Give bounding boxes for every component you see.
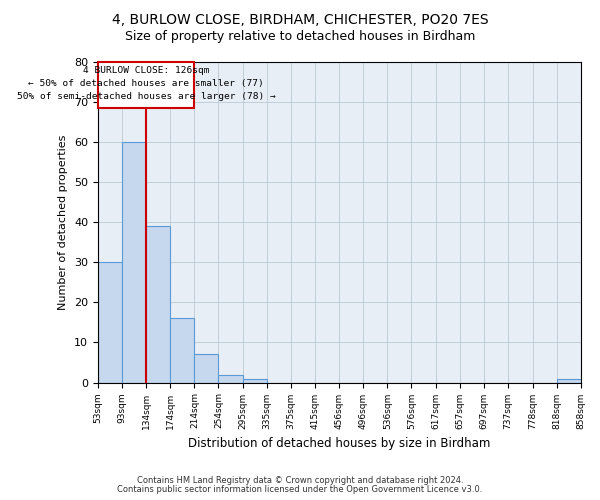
Text: 4 BURLOW CLOSE: 126sqm: 4 BURLOW CLOSE: 126sqm — [83, 66, 209, 75]
Bar — [557, 378, 581, 382]
Bar — [98, 262, 122, 382]
Bar — [146, 226, 170, 382]
Text: 4, BURLOW CLOSE, BIRDHAM, CHICHESTER, PO20 7ES: 4, BURLOW CLOSE, BIRDHAM, CHICHESTER, PO… — [112, 12, 488, 26]
Text: Contains HM Land Registry data © Crown copyright and database right 2024.: Contains HM Land Registry data © Crown c… — [137, 476, 463, 485]
Bar — [122, 142, 146, 382]
X-axis label: Distribution of detached houses by size in Birdham: Distribution of detached houses by size … — [188, 437, 490, 450]
Text: Size of property relative to detached houses in Birdham: Size of property relative to detached ho… — [125, 30, 475, 43]
Bar — [243, 378, 267, 382]
Text: 50% of semi-detached houses are larger (78) →: 50% of semi-detached houses are larger (… — [17, 92, 275, 102]
Bar — [218, 374, 243, 382]
Bar — [194, 354, 218, 382]
Text: ← 50% of detached houses are smaller (77): ← 50% of detached houses are smaller (77… — [28, 79, 264, 88]
Bar — [170, 318, 194, 382]
FancyBboxPatch shape — [98, 62, 194, 108]
Y-axis label: Number of detached properties: Number of detached properties — [58, 134, 68, 310]
Text: Contains public sector information licensed under the Open Government Licence v3: Contains public sector information licen… — [118, 485, 482, 494]
